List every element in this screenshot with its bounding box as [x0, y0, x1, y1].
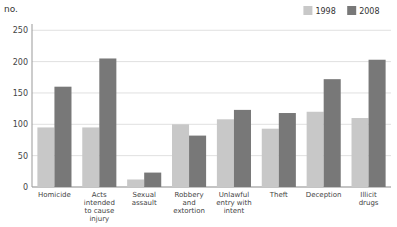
y-tick-label: 250: [13, 26, 28, 35]
bar: [324, 79, 341, 187]
x-tick-label: Sexualassault: [132, 191, 157, 207]
bar: [189, 136, 206, 187]
legend: 1998 2008: [303, 6, 379, 16]
bar: [82, 127, 99, 187]
x-tick-label-line: intended: [84, 199, 115, 207]
bar: [217, 119, 234, 187]
bar: [279, 113, 296, 187]
y-tick-label: 150: [13, 89, 28, 98]
x-tick-label: Actsintendedto causeinjury: [84, 191, 115, 223]
x-tick-label: Deception: [306, 191, 342, 199]
y-tick-label: 0: [23, 183, 28, 192]
x-tick-label-line: Sexual: [132, 191, 155, 199]
grid-line: [32, 61, 391, 62]
bar: [307, 112, 324, 187]
x-tick-label: Unlawfulentry withintent: [216, 191, 252, 215]
x-tick-label: Illicitdrugs: [359, 191, 379, 207]
x-tick-label-line: Deception: [306, 191, 342, 199]
legend-swatch: [347, 6, 356, 15]
x-tick-label-line: Illicit: [360, 191, 377, 199]
x-tick-label-line: injury: [89, 215, 109, 223]
x-tick-label-line: Robbery: [175, 191, 204, 199]
x-tick-label-line: entry with: [216, 199, 252, 207]
chart: no. 0 50 100 150 200 250 Homicide Actsintendedto…: [0, 0, 397, 227]
x-tick-label-line: intent: [224, 207, 245, 215]
x-tick-label: Homicide: [38, 191, 71, 199]
bar: [352, 118, 369, 187]
x-tick-label-line: Unlawful: [219, 191, 249, 199]
bar: [144, 173, 161, 187]
x-tick-label-line: Acts: [92, 191, 107, 199]
y-tick-label: 100: [13, 120, 28, 129]
x-tick-label-line: to cause: [84, 207, 114, 215]
x-tick-label-line: assault: [132, 199, 157, 207]
bars: [37, 58, 385, 187]
y-tick-label: 50: [18, 152, 28, 161]
bar: [37, 127, 54, 187]
grid-line: [32, 30, 391, 31]
chart-container: no. 0 50 100 150 200 250 Homicide Actsintendedto…: [0, 0, 397, 227]
legend-swatch: [303, 6, 312, 15]
bar: [234, 110, 251, 187]
x-tick-label-line: and: [182, 199, 195, 207]
bar: [54, 87, 71, 187]
x-tick-label-line: Homicide: [38, 191, 71, 199]
y-tick-label: 200: [13, 58, 28, 67]
x-tick-label-line: extortion: [173, 207, 205, 215]
y-axis-label: no.: [4, 4, 18, 14]
legend-label: 2008: [359, 7, 379, 16]
x-tick-label-line: Theft: [269, 191, 288, 199]
y-axis-line: [32, 24, 33, 187]
bar: [369, 60, 386, 187]
x-tick-label: Theft: [269, 191, 288, 199]
bar: [172, 124, 189, 187]
grid: [32, 30, 391, 187]
bar: [262, 129, 279, 187]
legend-label: 1998: [315, 7, 335, 16]
bar: [99, 58, 116, 187]
x-tick-label: Robberyandextortion: [173, 191, 205, 215]
x-tick-label-line: drugs: [359, 199, 379, 207]
bar: [127, 179, 144, 187]
